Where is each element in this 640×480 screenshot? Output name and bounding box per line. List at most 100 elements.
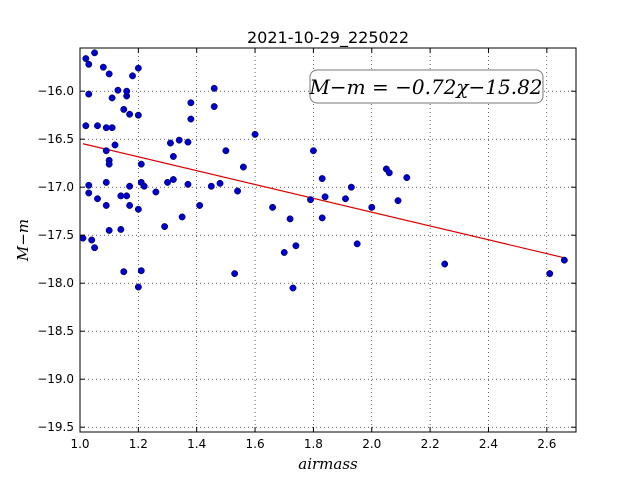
data-point (102, 201, 110, 209)
ticks-layer: 1.0 1.2 1.4 1.6 1.8 2.0 2.2 2.4 2.6 −16.0 −16.5 −17… (37, 48, 576, 451)
plot-area (80, 48, 576, 432)
data-point (403, 174, 411, 182)
data-point (105, 160, 113, 168)
data-point (321, 193, 329, 201)
data-point (161, 223, 169, 231)
data-point (91, 49, 99, 57)
data-point (385, 169, 393, 177)
data-point (102, 124, 110, 132)
data-point (94, 122, 101, 130)
fit-line-layer (82, 143, 565, 259)
data-point (368, 203, 376, 211)
data-point (134, 283, 142, 291)
y-tick-label: −18.0 (37, 276, 74, 290)
annotation-box (309, 69, 544, 104)
plot-frame (79, 47, 577, 433)
data-point (120, 268, 128, 276)
data-point (353, 240, 361, 248)
data-point (126, 110, 134, 118)
y-tick-label: −18.5 (37, 324, 74, 338)
data-point (105, 70, 113, 78)
data-point (342, 195, 349, 203)
chart-title: 2021-10-29_225022 (247, 28, 409, 48)
data-point (318, 175, 326, 183)
y-tick-label: −16.5 (37, 132, 74, 146)
y-tick-label: −16.0 (37, 84, 74, 98)
data-point (222, 147, 230, 155)
data-point (94, 195, 101, 203)
data-point (307, 196, 314, 204)
data-point (210, 103, 218, 111)
data-point (269, 203, 277, 211)
data-point (117, 225, 125, 233)
data-point (91, 244, 99, 252)
data-point (152, 188, 160, 196)
data-point (394, 197, 402, 205)
data-point (166, 139, 174, 147)
data-point (126, 182, 134, 190)
y-tick-label: −19.5 (37, 420, 74, 434)
data-point (292, 242, 300, 250)
fit-equation: M−m = −0.72χ−15.82 (308, 75, 542, 99)
x-tick-label: 2.4 (479, 437, 498, 451)
grid (79, 48, 576, 432)
data-point (318, 214, 326, 222)
data-point (231, 270, 239, 278)
data-point (108, 124, 116, 132)
y-tick-label: −17.5 (37, 228, 74, 242)
data-point (137, 267, 145, 275)
y-tick-label: −17.0 (37, 180, 74, 194)
x-tick-label: 1.6 (246, 437, 265, 451)
data-point (169, 153, 177, 160)
data-point (85, 189, 93, 197)
data-point (111, 141, 119, 149)
data-point (184, 180, 192, 188)
data-point (560, 256, 568, 264)
x-axis-label: airmass (298, 455, 358, 473)
data-point (210, 84, 218, 92)
data-point (289, 284, 297, 292)
data-point (105, 226, 113, 234)
data-point (102, 178, 110, 186)
data-point (134, 205, 142, 213)
data-point (114, 86, 122, 94)
data-point (82, 55, 90, 63)
data-point (140, 182, 148, 190)
points-layer (79, 49, 568, 292)
data-point (85, 60, 93, 68)
fit-line (82, 143, 565, 259)
data-point (286, 215, 294, 223)
data-point (137, 160, 145, 168)
y-axis-label: M−m (14, 219, 32, 262)
data-point (187, 115, 195, 123)
data-point (88, 236, 96, 244)
data-point (169, 176, 177, 183)
fit-annotation: M−m = −0.72χ−15.82 (308, 69, 544, 104)
x-tick-label: 1.2 (129, 437, 148, 451)
data-point (126, 201, 134, 209)
data-point (134, 111, 142, 119)
data-point (347, 183, 355, 191)
x-tick-label: 1.0 (70, 437, 89, 451)
data-point (82, 122, 90, 130)
data-point (85, 181, 93, 189)
data-point (79, 234, 87, 242)
data-point (280, 249, 288, 256)
data-point (164, 178, 171, 186)
data-point (441, 260, 449, 268)
data-point (117, 192, 125, 200)
data-point (207, 182, 215, 190)
data-point (546, 270, 554, 278)
data-point (120, 105, 128, 113)
data-point (102, 147, 110, 155)
data-point (134, 64, 142, 72)
x-tick-label: 1.4 (187, 437, 206, 451)
data-point (123, 87, 131, 95)
data-point (196, 201, 204, 209)
data-point (309, 147, 317, 155)
data-point (216, 179, 224, 187)
data-point (129, 72, 136, 80)
data-point (178, 213, 186, 221)
data-point (175, 136, 183, 144)
